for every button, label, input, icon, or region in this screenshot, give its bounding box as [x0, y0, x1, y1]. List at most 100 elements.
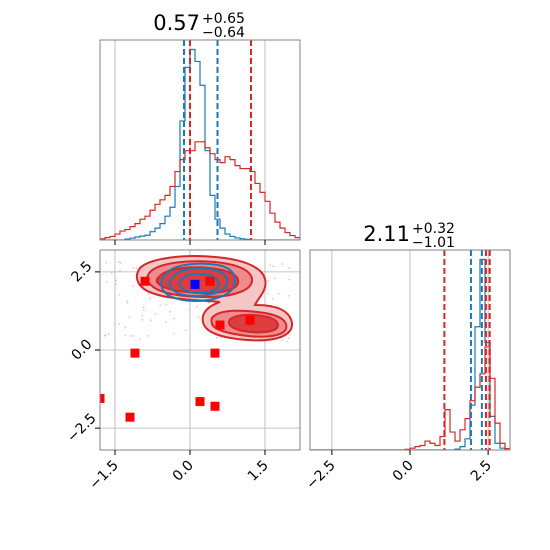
sample-dot — [271, 297, 274, 300]
panel-b-ytick-label-1: 0.0 — [68, 336, 95, 363]
sample-dot — [149, 297, 151, 300]
panel-c-title: 2.11 +0.32 −1.01 — [363, 221, 455, 251]
sample-dot — [169, 310, 171, 313]
sample-dot — [104, 334, 107, 336]
sample-dot — [108, 333, 110, 335]
panel-b-xtick-label-2: 1.5 — [245, 458, 272, 485]
red-square-marker-8 — [195, 397, 205, 407]
panel-a-quantile-lines — [183, 40, 252, 240]
sample-dot — [141, 318, 144, 321]
sample-dot — [269, 264, 272, 266]
marginal-histogram-param-2: −2.5 0.0 2.5 2.11 +0.32 −1.01 — [303, 221, 511, 493]
param-1-lower-error: −0.64 — [202, 25, 245, 41]
panel-c-histogram-series-0 — [310, 258, 510, 450]
sample-dot — [115, 279, 118, 282]
sample-dot — [286, 340, 289, 343]
panel-b-markers — [100, 276, 255, 422]
sample-dot — [147, 335, 150, 337]
red-square-marker-6 — [100, 393, 105, 403]
blue-contour-inner — [178, 272, 220, 295]
sample-dot — [154, 312, 157, 315]
panel-b-contours — [100, 255, 294, 422]
sample-dot — [159, 304, 162, 307]
panel-b-ytick-label-0: 2.5 — [68, 258, 95, 285]
param-2-upper-error: +0.32 — [412, 221, 455, 237]
joint-contour-param-1-param-2: −1.5 0.0 1.5 2.5 0.0 −2.5 — [64, 249, 301, 493]
marginal-histogram-param-1: 0.57 +0.65 −0.64 — [99, 11, 301, 245]
sample-dot — [126, 300, 128, 302]
sample-dot — [118, 261, 120, 263]
sample-dot — [288, 278, 291, 281]
sample-dot — [114, 283, 117, 285]
sample-dot — [132, 335, 135, 337]
sample-dot — [197, 316, 200, 318]
red-square-marker-1 — [205, 276, 215, 286]
sample-dot — [132, 267, 135, 270]
red-square-marker-9 — [210, 401, 220, 411]
sample-dot — [119, 261, 122, 264]
sample-dot — [277, 305, 280, 308]
panel-c-histograms — [310, 258, 510, 450]
panel-a-histogram-series-1 — [100, 141, 300, 240]
sample-dot — [126, 302, 129, 304]
sample-dot — [135, 267, 138, 270]
sample-dot — [173, 332, 176, 335]
sample-dot — [196, 305, 198, 308]
blue-square-marker-0 — [190, 279, 200, 289]
sample-dot — [141, 315, 144, 317]
sample-dot — [267, 279, 270, 282]
sample-dot — [281, 263, 284, 265]
panel-c-grid — [331, 250, 489, 450]
sample-dot — [216, 336, 218, 339]
panel-a-ticks — [114, 240, 266, 245]
sample-dot — [147, 293, 150, 296]
red-square-marker-5 — [210, 348, 220, 358]
sample-dot — [118, 322, 120, 325]
sample-dot — [165, 321, 167, 324]
red-square-marker-4 — [130, 348, 140, 358]
sample-dot — [281, 339, 283, 341]
panel-c-xtick-label-0: −2.5 — [303, 458, 338, 493]
sample-dot — [277, 292, 280, 295]
param-1-median: 0.57 — [153, 11, 200, 35]
blue-contour-middle — [168, 267, 229, 298]
panel-c-quantile-lines — [443, 250, 491, 450]
panel-a-title: 0.57 +0.65 −0.64 — [153, 11, 245, 41]
blue-contour-outer — [160, 262, 237, 303]
sample-dot — [288, 267, 290, 269]
sample-dot — [110, 272, 113, 274]
param-1-upper-error: +0.65 — [202, 11, 245, 27]
sample-dot — [173, 317, 176, 320]
red-square-marker-7 — [125, 412, 135, 422]
sample-dot — [132, 284, 135, 287]
sample-dot — [124, 334, 127, 337]
panel-b-ytick-label-2: −2.5 — [64, 410, 99, 445]
sample-dot — [267, 293, 270, 295]
sample-dot — [165, 303, 168, 306]
sample-dot — [104, 261, 107, 264]
red-square-marker-2 — [215, 320, 225, 330]
sample-dot — [274, 277, 276, 279]
sample-dot — [142, 306, 145, 309]
sample-dot — [143, 309, 145, 312]
sample-dot — [188, 308, 191, 311]
panel-c-xtick-label-2: 2.5 — [468, 458, 495, 485]
sample-dot — [124, 326, 127, 329]
panel-c-histogram-series-1 — [310, 346, 510, 450]
sample-dot — [287, 337, 290, 340]
red-square-marker-3 — [245, 315, 255, 325]
sample-dot — [113, 322, 116, 325]
param-2-median: 2.11 — [363, 222, 410, 246]
sample-dot — [288, 294, 290, 297]
sample-dot — [184, 329, 187, 332]
sample-dot — [128, 316, 131, 318]
sample-dot — [119, 269, 121, 272]
sample-dot — [129, 334, 132, 337]
panel-c-xtick-label-1: 0.0 — [390, 458, 417, 485]
panel-c-ticks: −2.5 0.0 2.5 — [303, 450, 495, 493]
sample-dot — [150, 319, 152, 322]
panel-a-frame — [99, 39, 301, 241]
sample-dot — [106, 281, 108, 283]
red-square-marker-0 — [140, 276, 150, 286]
